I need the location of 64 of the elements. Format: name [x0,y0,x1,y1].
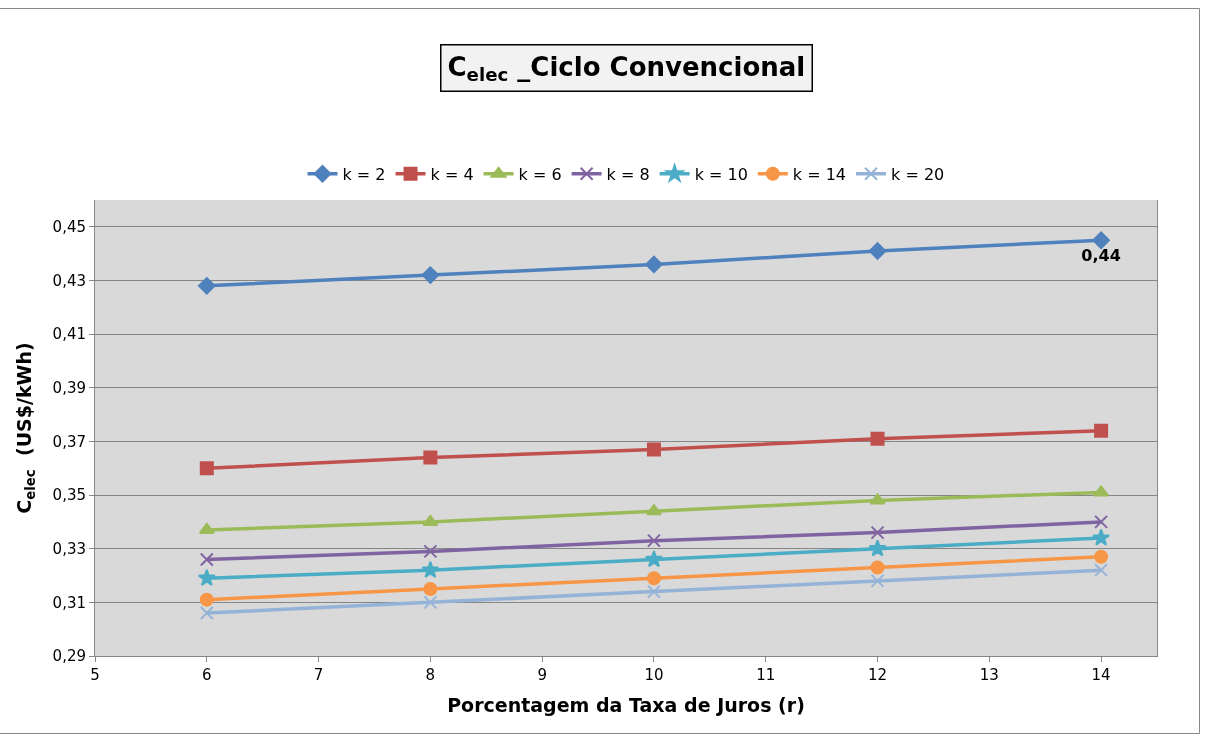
point [870,431,885,446]
point [868,539,887,557]
y-tick-label: 0,31 [52,593,86,612]
point [1094,514,1109,529]
point [870,573,885,588]
x-tick-label: 11 [756,666,776,684]
y-tick-label: 0,39 [52,379,86,398]
legend-label: k = 4 [430,165,474,185]
point [1094,423,1109,438]
x-tick-label: 13 [979,666,999,684]
x-tick-label: 10 [644,666,664,684]
chart-title: C$_{elec}$ _Ciclo Convencional [447,51,806,85]
x-tick-label: 14 [1091,666,1111,684]
point [646,442,661,457]
point [421,560,440,578]
point [1094,563,1109,578]
legend-label: k = 14 [792,165,847,185]
legend-label: k = 2 [342,165,386,185]
point [423,595,438,610]
y-tick-label: 0,33 [52,539,86,558]
legend-label: k = 8 [606,165,650,185]
point [199,461,214,476]
x-tick-label: 7 [313,666,324,684]
x-tick-label: 9 [537,666,547,684]
x-tick-label: 5 [90,666,100,684]
point [199,552,214,567]
point [423,450,438,465]
legend-label: k = 10 [694,165,748,185]
y-tick-label: 0,43 [52,271,86,290]
point [869,493,886,505]
point [870,560,885,575]
x-tick-label: 8 [425,666,436,684]
point [421,266,440,284]
x-axis-title: Porcentagem da Taxa de Juros (r) [447,693,805,716]
point [1092,528,1111,546]
point [1094,549,1109,564]
point [646,584,661,599]
point [197,277,216,295]
point [422,514,439,526]
x-tick-label: 12 [867,666,888,684]
point [870,525,885,540]
point [645,255,663,274]
legend-label: k = 20 [891,165,945,185]
point [197,568,216,587]
y-tick-label: 0,35 [52,486,86,505]
y-tick-label: 0,37 [52,432,86,451]
point [646,571,661,586]
point [1092,231,1110,250]
point [646,533,661,548]
point [868,242,887,260]
point [423,544,438,559]
point [199,592,214,607]
point [1093,485,1110,497]
x-tick-label: 6 [202,666,212,684]
legend-label: k = 6 [518,165,562,185]
y-tick-label: 0,29 [52,647,86,666]
point [198,522,215,534]
data-label: 0,44 [1081,245,1121,265]
y-tick-label: 0,41 [52,325,86,344]
point [646,504,662,516]
point [423,581,438,596]
point [644,550,663,568]
y-tick-label: 0,45 [52,218,86,237]
point [199,606,214,621]
